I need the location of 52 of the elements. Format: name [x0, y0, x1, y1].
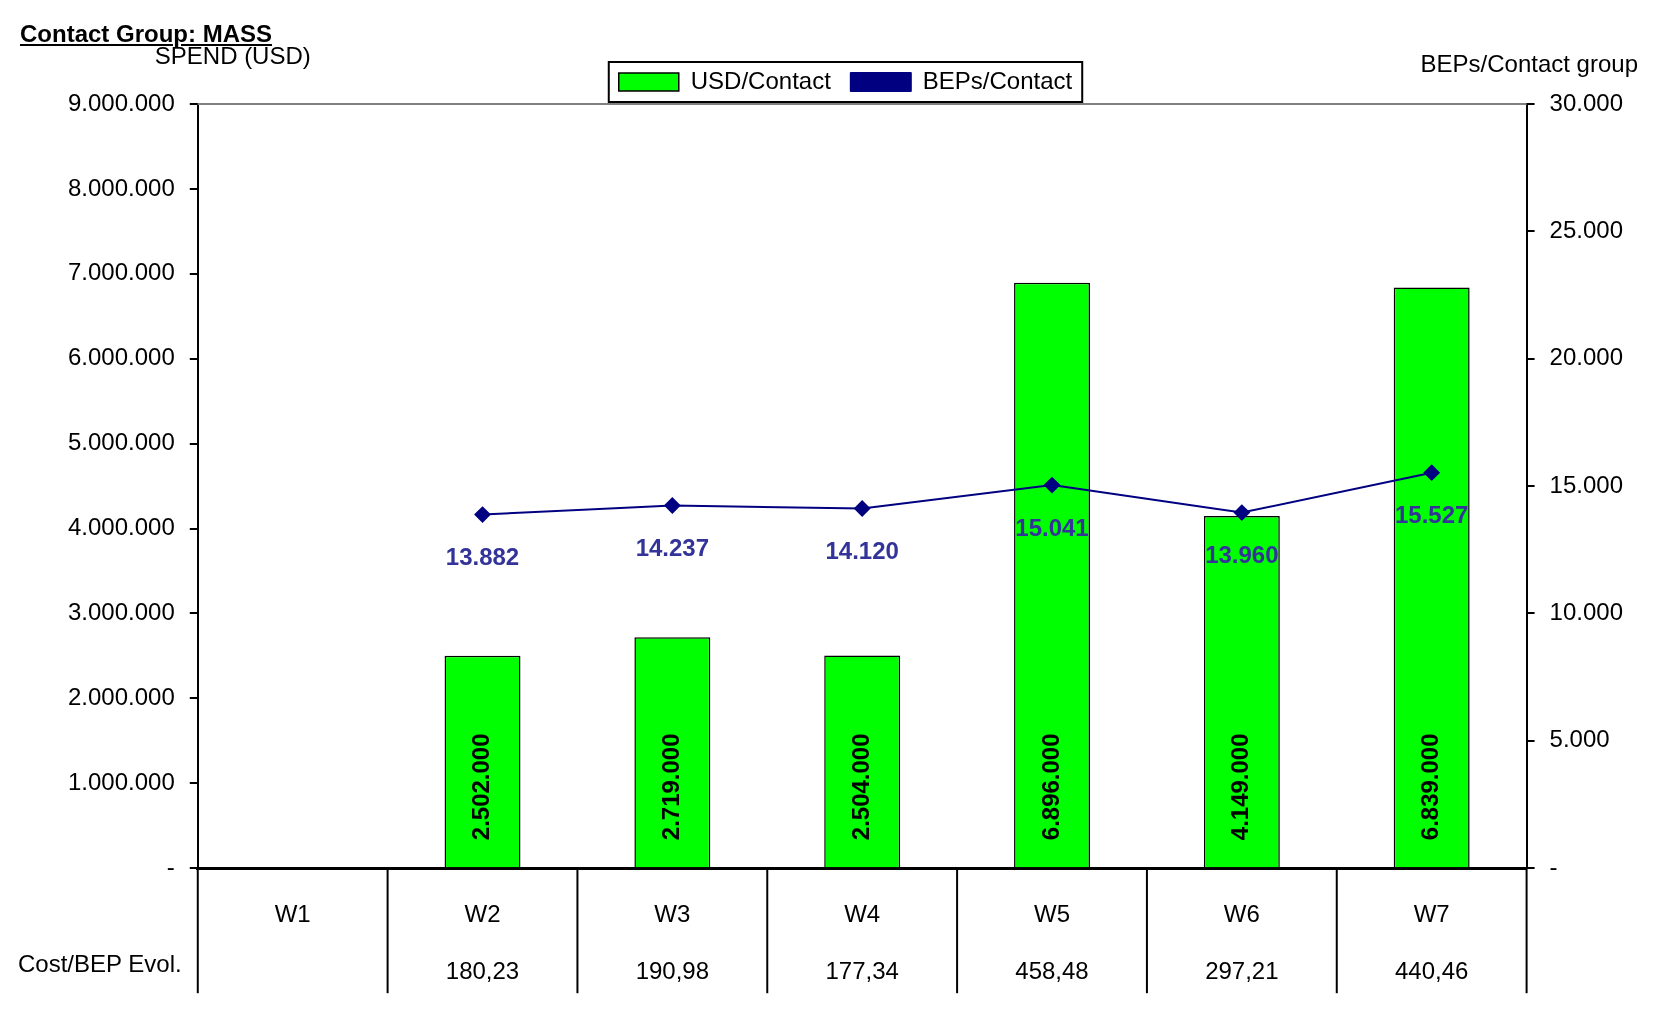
legend-label: USD/Contact	[690, 66, 832, 94]
point	[1044, 477, 1061, 494]
y-tick-label: 1.000.000	[67, 767, 175, 795]
data-label: 13.882	[445, 543, 520, 571]
point	[664, 497, 681, 514]
y-tick-label: 9.000.000	[67, 88, 175, 116]
data-label: 4.149.000	[1226, 733, 1254, 841]
data-label: 2.502.000	[467, 733, 495, 841]
point	[854, 500, 871, 517]
point	[474, 506, 491, 523]
y-tick-label: 5.000.000	[67, 428, 175, 456]
text: 458,48	[1015, 956, 1089, 984]
point	[1233, 504, 1250, 521]
x-tick-label: W2	[464, 900, 501, 928]
text: 297,21	[1205, 956, 1279, 984]
text: 190,98	[635, 956, 710, 984]
data-label: 14.237	[635, 534, 710, 562]
x-tick-label: W7	[1413, 900, 1450, 928]
x-tick-label: W4	[844, 900, 881, 928]
text: 440,46	[1394, 956, 1469, 984]
y-tick-label: 4.000.000	[67, 513, 175, 541]
y2-tick-label: 25.000	[1549, 215, 1623, 243]
y2-axis-title: BEPs/Contact group	[1420, 50, 1638, 77]
point	[1423, 464, 1440, 481]
y-tick-label: 3.000.000	[67, 598, 175, 626]
y2-tick-label: -	[1549, 852, 1558, 880]
y-tick-label: 7.000.000	[67, 258, 175, 286]
x-tick-label: W3	[654, 900, 691, 928]
y2-tick-label: 5.000	[1549, 725, 1610, 753]
y-tick-label: 2.000.000	[67, 683, 175, 710]
y-tick-label: 6.000.000	[67, 343, 175, 371]
data-label: 15.041	[1015, 513, 1089, 541]
x-tick-label: W5	[1034, 900, 1071, 928]
legend-label: BEPs/Contact	[922, 66, 1073, 94]
y2-tick-label: 30.000	[1549, 88, 1623, 116]
data-label: 2.719.000	[656, 733, 684, 841]
x-tick-label: W6	[1223, 900, 1260, 928]
y2-tick-label: 10.000	[1549, 598, 1623, 626]
data-label: 14.120	[825, 537, 899, 565]
data-label: 6.896.000	[1036, 733, 1064, 841]
text: 177,34	[825, 956, 899, 984]
data-label: 2.504.000	[846, 733, 874, 841]
data-label: 15.527	[1394, 501, 1469, 529]
text: 180,23	[445, 956, 520, 984]
y-tick-label: -	[166, 852, 175, 880]
y2-tick-label: 20.000	[1549, 343, 1623, 371]
x-tick-label: W1	[274, 900, 311, 928]
y-tick-label: 8.000.000	[67, 173, 175, 201]
data-label: 6.839.000	[1416, 733, 1444, 841]
data-label: 13.960	[1205, 541, 1279, 569]
y2-tick-label: 15.000	[1549, 470, 1623, 498]
text: Cost/BEP Evol.	[18, 949, 182, 977]
